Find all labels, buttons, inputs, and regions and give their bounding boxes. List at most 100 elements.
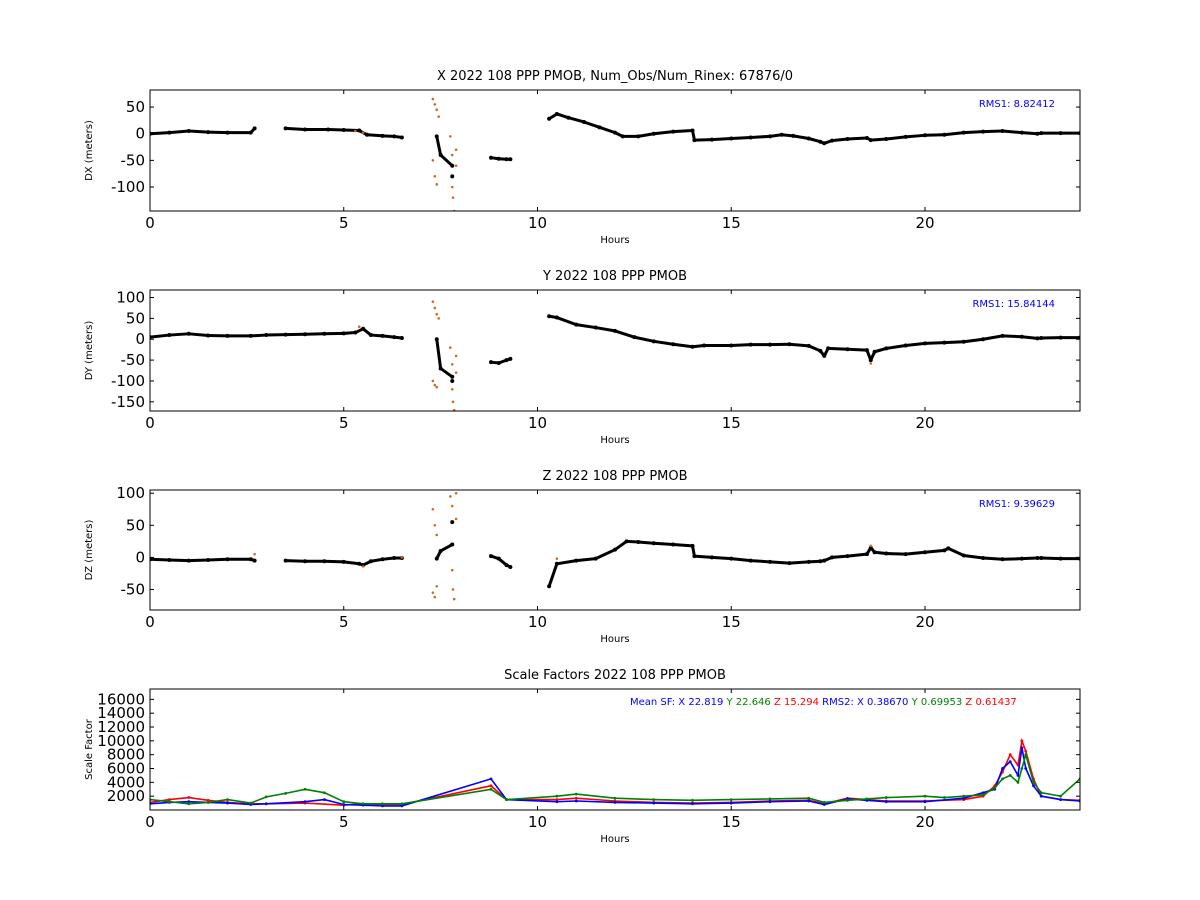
y-tick-label: 0 [135, 125, 145, 143]
annotation-segment: Mean SF: X 22.819 [630, 697, 723, 708]
data-trail [285, 559, 306, 563]
data-trail [614, 329, 635, 339]
data-trail [769, 133, 782, 138]
x-tick-label: 15 [722, 414, 741, 432]
data-point [846, 798, 849, 802]
data-trail [638, 540, 654, 545]
data-trail [370, 557, 383, 563]
plot-area [150, 97, 1080, 211]
data-point [381, 804, 384, 808]
x-tick-label: 20 [915, 414, 934, 432]
data-trail [820, 559, 825, 563]
y-tick-label: -50 [121, 351, 146, 369]
data-trail [343, 331, 356, 335]
x-tick-label: 10 [528, 613, 547, 631]
data-point [1016, 774, 1020, 777]
data-point [435, 108, 439, 112]
data-point [450, 174, 455, 179]
data-trail [653, 339, 674, 346]
y-tick-label: 50 [126, 309, 145, 327]
data-point [1039, 794, 1043, 798]
data-trail [823, 139, 833, 145]
data-trail [328, 127, 344, 132]
data-trail [150, 557, 170, 562]
data-point [381, 802, 384, 806]
data-point [451, 196, 455, 199]
data-trail [594, 548, 616, 561]
data-trail [691, 130, 696, 141]
data-point [400, 802, 404, 806]
x-tick-label: 5 [339, 414, 349, 432]
data-trail [924, 341, 945, 345]
data-trail [382, 556, 395, 561]
data-trail [634, 335, 655, 343]
data-point [1008, 774, 1012, 777]
data-trail [694, 554, 712, 559]
data-point [433, 306, 437, 310]
data-point [361, 565, 365, 568]
data-point [822, 803, 826, 806]
data-trail [250, 557, 256, 563]
data-trail [583, 120, 600, 129]
data-point [433, 175, 437, 178]
data-trail [828, 346, 848, 351]
data-point [729, 798, 733, 802]
data-point [322, 798, 326, 802]
data-trail [1021, 131, 1038, 136]
data-trail [847, 552, 868, 558]
annotation-segment: Z 15.294 [771, 697, 819, 708]
annotation-segment: Y 22.646 [723, 697, 770, 708]
data-point [555, 557, 559, 560]
data-point [452, 408, 456, 411]
data-point [652, 798, 656, 802]
data-point [226, 798, 229, 802]
data-trail [1002, 129, 1022, 135]
x-tick-label: 10 [528, 214, 547, 232]
scale-factor-annotation: Mean SF: X 22.819 Y 22.646 Z 15.294 RMS2… [630, 697, 1017, 708]
series-line-1 [150, 747, 1080, 807]
data-trail [1037, 131, 1042, 136]
data-trail [869, 351, 876, 361]
data-trail [691, 545, 696, 557]
y-tick-label: 4000 [107, 773, 145, 791]
y-tick-label: 50 [126, 98, 145, 116]
x-tick-label: 0 [145, 414, 155, 432]
x-axis-label: Hours [600, 435, 629, 446]
data-point [187, 800, 191, 804]
data-trail [439, 153, 454, 167]
plot-area [150, 300, 1080, 411]
data-point [433, 103, 437, 106]
chart-title: X 2022 108 PPP PMOB, Num_Obs/Num_Rinex: … [437, 69, 793, 84]
data-point [1039, 791, 1043, 795]
data-trail [905, 133, 926, 139]
y-tick-label: -50 [121, 151, 146, 169]
x-axis-label: Hours [600, 834, 629, 845]
data-point [450, 520, 455, 525]
data-point [431, 300, 435, 303]
data-trail [750, 559, 771, 564]
data-trail [250, 333, 267, 338]
data-trail [490, 360, 499, 365]
data-point [303, 800, 307, 804]
data-point [962, 794, 966, 798]
data-point [923, 800, 927, 804]
data-point [322, 791, 326, 795]
data-point [449, 135, 452, 138]
data-point [450, 504, 454, 508]
data-trail [870, 137, 887, 142]
data-point [167, 798, 171, 802]
data-point [865, 797, 869, 801]
data-point [431, 159, 435, 162]
axes-frame [149, 289, 1081, 412]
data-trail [905, 341, 926, 347]
data-trail [188, 332, 209, 337]
data-trail [750, 134, 771, 139]
data-point [1001, 777, 1004, 781]
data-trail [208, 557, 228, 562]
series-line-0 [150, 737, 1080, 807]
data-point [303, 787, 307, 791]
data-point [454, 164, 458, 167]
data-trail [506, 357, 511, 362]
data-point [1059, 798, 1063, 802]
data-trail [831, 554, 848, 559]
